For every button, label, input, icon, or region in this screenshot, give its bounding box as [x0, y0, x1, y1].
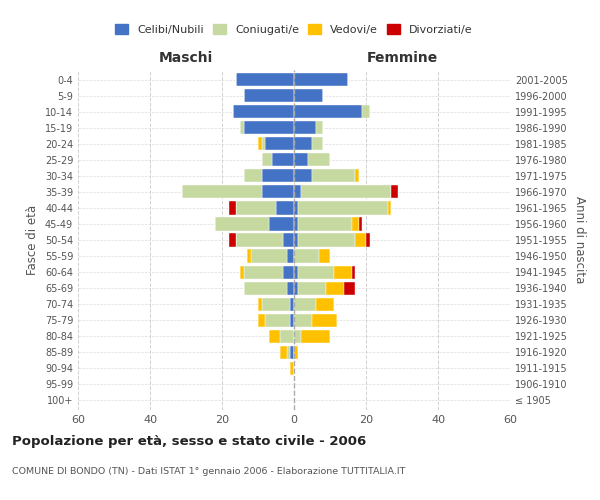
Bar — [290, 314, 294, 327]
Bar — [355, 234, 366, 246]
Bar — [308, 153, 330, 166]
Bar — [301, 186, 391, 198]
Bar — [262, 186, 294, 198]
Bar — [312, 170, 355, 182]
Legend: Celibi/Nubili, Coniugati/e, Vedovi/e, Divorziati/e: Celibi/Nubili, Coniugati/e, Vedovi/e, Di… — [112, 21, 476, 38]
Bar — [262, 153, 272, 166]
Text: Femmine: Femmine — [367, 51, 437, 65]
Bar — [298, 234, 355, 246]
Bar — [359, 218, 362, 230]
Bar — [298, 266, 334, 278]
Bar — [287, 250, 294, 262]
Bar — [236, 202, 276, 214]
Bar — [362, 105, 370, 118]
Bar — [244, 282, 287, 294]
Bar — [316, 298, 334, 310]
Bar — [240, 266, 244, 278]
Bar — [388, 202, 391, 214]
Bar — [298, 282, 326, 294]
Bar — [265, 314, 290, 327]
Bar — [272, 153, 294, 166]
Bar — [294, 202, 298, 214]
Bar — [269, 330, 280, 343]
Bar — [280, 330, 294, 343]
Bar — [294, 282, 298, 294]
Bar — [244, 266, 283, 278]
Bar — [244, 121, 294, 134]
Bar — [294, 250, 319, 262]
Bar — [229, 234, 236, 246]
Bar — [269, 218, 294, 230]
Bar — [258, 137, 262, 150]
Bar — [265, 137, 294, 150]
Bar — [294, 346, 298, 359]
Bar — [316, 121, 323, 134]
Bar — [312, 137, 323, 150]
Bar — [298, 202, 388, 214]
Bar — [344, 282, 355, 294]
Y-axis label: Anni di nascita: Anni di nascita — [573, 196, 586, 284]
Bar — [294, 234, 298, 246]
Bar — [287, 346, 290, 359]
Bar — [276, 202, 294, 214]
Bar — [240, 121, 244, 134]
Bar — [229, 202, 236, 214]
Bar — [294, 153, 308, 166]
Bar — [236, 73, 294, 86]
Bar — [294, 73, 348, 86]
Bar — [290, 362, 294, 375]
Bar — [251, 250, 287, 262]
Bar — [334, 266, 352, 278]
Bar — [283, 234, 294, 246]
Bar — [287, 282, 294, 294]
Bar — [294, 170, 312, 182]
Bar — [294, 186, 301, 198]
Bar — [283, 266, 294, 278]
Bar — [290, 346, 294, 359]
Bar — [352, 266, 355, 278]
Bar — [319, 250, 330, 262]
Bar — [233, 105, 294, 118]
Bar — [352, 218, 359, 230]
Bar — [215, 218, 269, 230]
Bar — [182, 186, 262, 198]
Bar — [290, 298, 294, 310]
Y-axis label: Fasce di età: Fasce di età — [26, 205, 39, 275]
Bar — [294, 330, 301, 343]
Bar — [247, 250, 251, 262]
Bar — [236, 234, 283, 246]
Bar — [294, 121, 316, 134]
Bar — [280, 346, 287, 359]
Bar — [312, 314, 337, 327]
Bar — [294, 137, 312, 150]
Bar — [262, 170, 294, 182]
Bar — [258, 298, 262, 310]
Bar — [366, 234, 370, 246]
Bar — [355, 170, 359, 182]
Bar — [326, 282, 344, 294]
Text: Popolazione per età, sesso e stato civile - 2006: Popolazione per età, sesso e stato civil… — [12, 435, 366, 448]
Bar — [244, 170, 262, 182]
Bar — [258, 314, 265, 327]
Bar — [294, 266, 298, 278]
Bar — [262, 298, 290, 310]
Bar — [294, 298, 316, 310]
Bar — [294, 105, 362, 118]
Bar — [298, 218, 352, 230]
Bar — [294, 314, 312, 327]
Bar — [262, 137, 265, 150]
Bar — [294, 218, 298, 230]
Text: COMUNE DI BONDO (TN) - Dati ISTAT 1° gennaio 2006 - Elaborazione TUTTITALIA.IT: COMUNE DI BONDO (TN) - Dati ISTAT 1° gen… — [12, 468, 406, 476]
Bar — [244, 89, 294, 102]
Bar — [301, 330, 330, 343]
Bar — [391, 186, 398, 198]
Text: Maschi: Maschi — [159, 51, 213, 65]
Bar — [294, 89, 323, 102]
